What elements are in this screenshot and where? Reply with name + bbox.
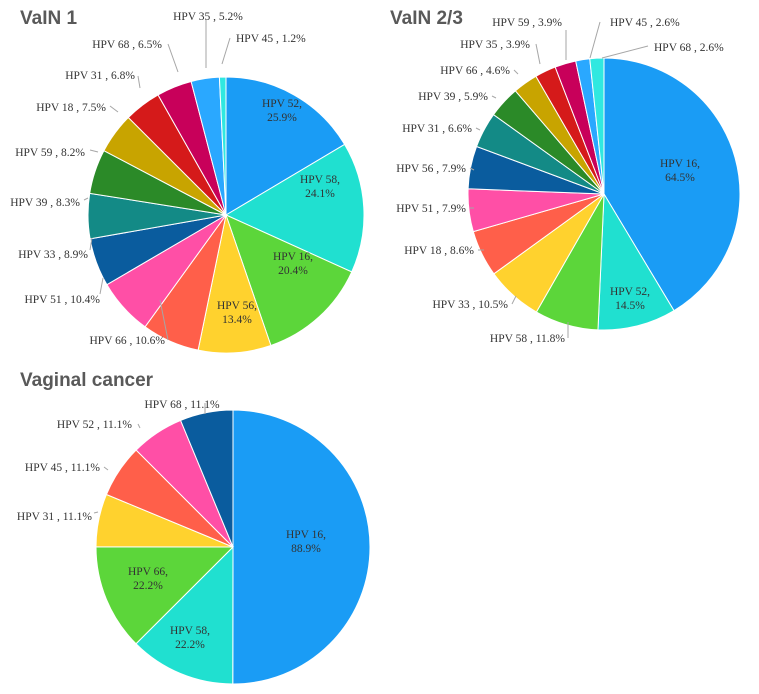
slice-label-hpv-58: HPV 58, 22.2% <box>170 625 210 651</box>
slice-label-hpv-31: HPV 31 , 11.1% <box>17 511 92 523</box>
slice-label-hpv-68: HPV 68 , 11.1% <box>144 399 219 411</box>
slice-label-hpv-35: HPV 35 , 3.9% <box>460 39 530 51</box>
pie-chart-vain-1: VaIN 1 HPV 52, 25.9% HPV 58, 24.1% HPV 16, 20.… <box>10 8 365 354</box>
chart-title: Vaginal cancer <box>20 370 154 391</box>
leader-line <box>137 423 141 429</box>
slice-label-hpv-68: HPV 68 , 6.5% <box>92 39 162 51</box>
slice-hpv-16 <box>603 57 741 312</box>
slice-label-hpv-31: HPV 31 , 6.6% <box>402 123 472 135</box>
slice-label-hpv-39: HPV 39 , 5.9% <box>418 91 488 103</box>
leader-line <box>103 466 109 471</box>
leader-line <box>109 105 119 113</box>
leader-line <box>221 37 231 65</box>
slice-label-hpv-18: HPV 18 , 8.6% <box>404 245 474 257</box>
slice-label-hpv-45: HPV 45 , 2.6% <box>610 17 680 29</box>
slice-label-hpv-16: HPV 16, 64.5% <box>660 158 700 184</box>
leader-line <box>511 295 517 305</box>
slice-label-hpv-68: HPV 68 , 2.6% <box>654 42 724 54</box>
slice-label-hpv-52: HPV 52 , 11.1% <box>57 419 132 431</box>
slice-label-hpv-18: HPV 18 , 7.5% <box>36 102 106 114</box>
chart-title: VaIN 1 <box>20 8 77 29</box>
slice-hpv-52 <box>225 76 346 216</box>
slice-label-hpv-58: HPV 58 , 11.8% <box>490 333 565 345</box>
slice-label-hpv-45: HPV 45 , 1.2% <box>236 33 306 45</box>
slice-label-hpv-31: HPV 31 , 6.8% <box>65 70 135 82</box>
leader-line <box>589 21 601 59</box>
slice-label-hpv-39: HPV 39 , 8.3% <box>10 197 80 209</box>
leader-line <box>89 149 99 153</box>
slice-label-hpv-52: HPV 52, 14.5% <box>610 286 650 312</box>
leader-line <box>513 69 519 75</box>
slice-hpv-16 <box>232 409 371 685</box>
leader-line <box>469 167 475 171</box>
slice-label-hpv-51: HPV 51 , 10.4% <box>24 294 100 306</box>
slice-hpv-66 <box>95 546 235 645</box>
chart-title: VaIN 2/3 <box>390 8 463 29</box>
leader-line <box>167 43 179 73</box>
slice-label-hpv-66: HPV 66, 22.2% <box>128 566 168 592</box>
leader-line <box>89 237 93 251</box>
slice-label-hpv-59: HPV 59 , 3.9% <box>492 17 562 29</box>
slice-hpv-52 <box>597 192 675 331</box>
slice-label-hpv-16: HPV 16, 20.4% <box>273 251 313 277</box>
slice-label-hpv-52: HPV 52, 25.9% <box>262 98 302 124</box>
slice-label-hpv-58: HPV 58, 24.1% <box>300 174 340 200</box>
slice-label-hpv-66: HPV 66 , 4.6% <box>440 65 510 77</box>
slice-hpv-68 <box>589 57 605 195</box>
pie-chart-vain-2-3: VaIN 2/3 HPV 16, 64.5% HPV 52, 14.5% HPV 58 ,… <box>390 8 741 345</box>
slice-hpv-58 <box>224 143 365 273</box>
slice-label-hpv-59: HPV 59 , 8.2% <box>15 147 85 159</box>
pie-chart-vaginal-cancer: Vaginal cancer HPV 16, 88.9% HPV 58, 22.2% HP… <box>17 370 371 685</box>
slice-hpv-16 <box>225 214 353 347</box>
leader-line <box>93 511 99 514</box>
slice-label-hpv-33: HPV 33 , 8.9% <box>18 249 88 261</box>
slice-hpv-45 <box>218 76 227 216</box>
leader-line <box>99 277 104 295</box>
slice-label-hpv-56: HPV 56, 13.4% <box>217 300 257 326</box>
leader-line <box>83 197 89 201</box>
slice-hpv-68 <box>179 409 234 548</box>
slice-hpv-58 <box>135 545 234 685</box>
slice-label-hpv-45: HPV 45 , 11.1% <box>25 462 100 474</box>
slice-label-hpv-51: HPV 51 , 7.9% <box>396 203 466 215</box>
leader-line <box>475 127 481 131</box>
slice-label-hpv-66: HPV 66 , 10.6% <box>89 335 165 347</box>
leader-line <box>491 95 497 99</box>
slice-label-hpv-16: HPV 16, 88.9% <box>286 529 326 555</box>
slice-label-hpv-35: HPV 35 , 5.2% <box>173 11 243 23</box>
leader-line <box>159 299 169 341</box>
leader-line <box>137 75 141 89</box>
slice-label-hpv-33: HPV 33 , 10.5% <box>432 299 508 311</box>
leader-line <box>601 45 649 59</box>
leader-line <box>535 43 541 65</box>
slice-label-hpv-56: HPV 56 , 7.9% <box>396 163 466 175</box>
